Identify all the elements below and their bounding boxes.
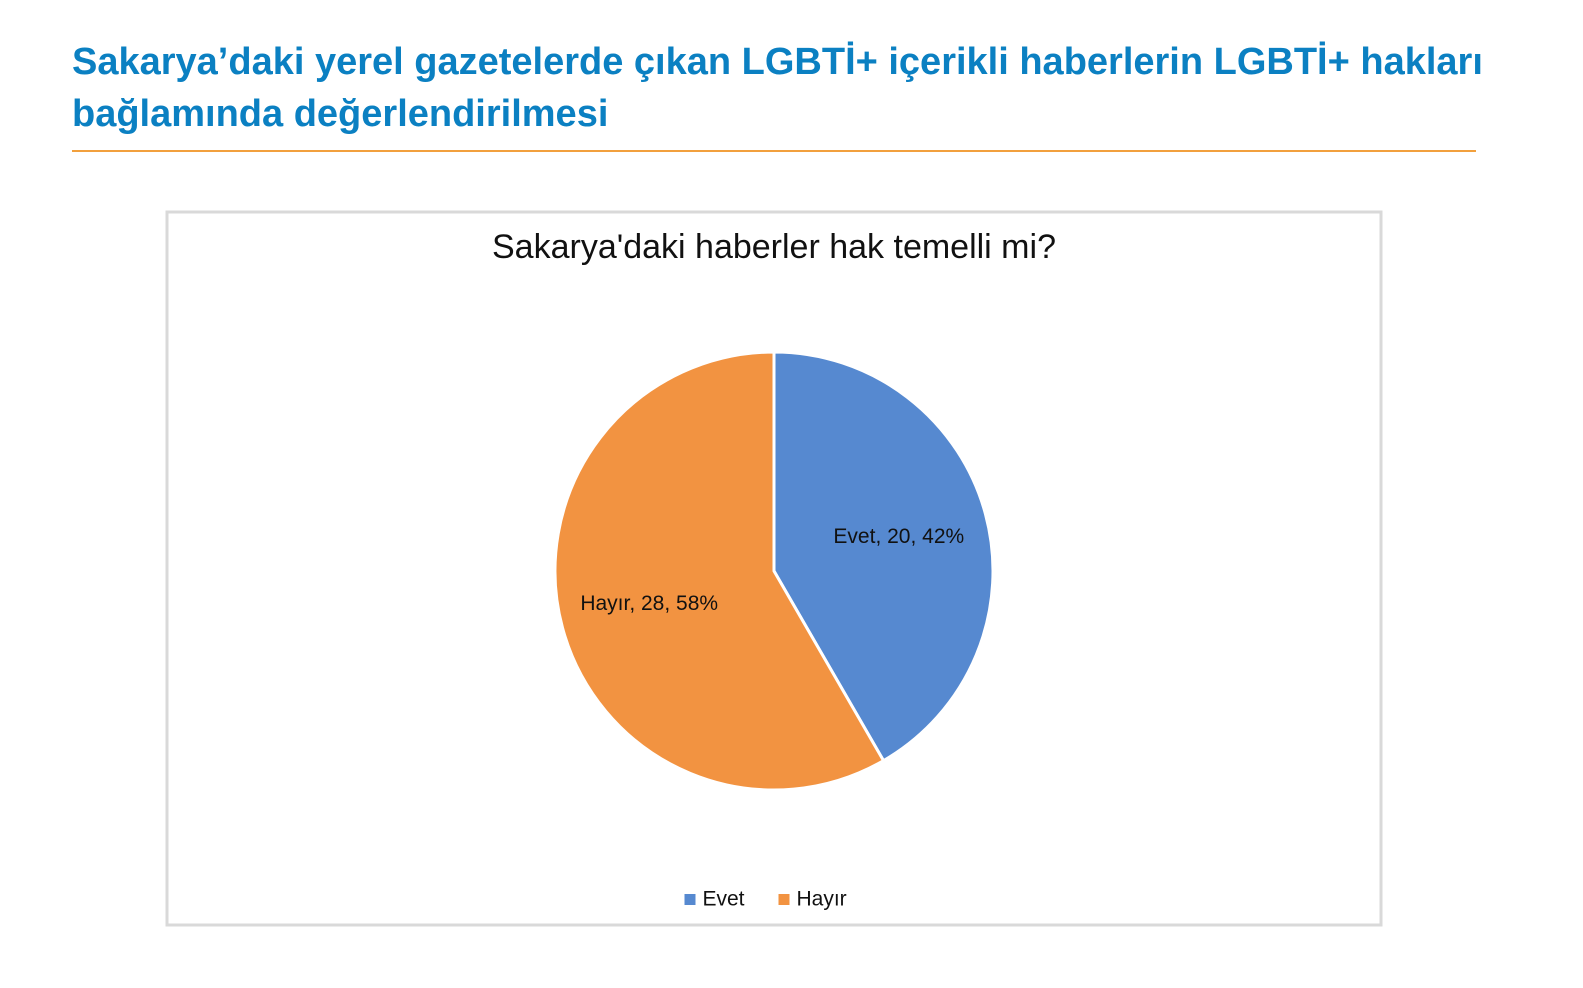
pie-slice — [772, 350, 995, 763]
pie-slice — [553, 350, 886, 792]
legend-swatch — [684, 894, 696, 905]
data-label: Hayır, 28, 58% — [580, 592, 718, 615]
title-rule — [72, 150, 1476, 152]
legend-label: Evet — [703, 888, 745, 911]
legend-label: Hayır — [797, 888, 847, 911]
data-label: Evet, 20, 42% — [833, 525, 964, 548]
legend-swatch — [778, 894, 790, 905]
chart-title: Sakarya'daki haberler hak temelli mi? — [492, 228, 1056, 266]
page-title: Sakarya’daki yerel gazetelerde çıkan LGB… — [72, 41, 1483, 135]
